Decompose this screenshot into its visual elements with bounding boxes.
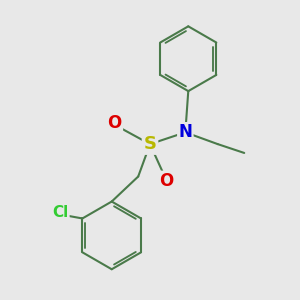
Text: S: S — [143, 135, 157, 153]
Text: O: O — [159, 172, 173, 190]
Text: Cl: Cl — [52, 205, 68, 220]
Text: N: N — [178, 123, 192, 141]
Text: O: O — [107, 115, 122, 133]
